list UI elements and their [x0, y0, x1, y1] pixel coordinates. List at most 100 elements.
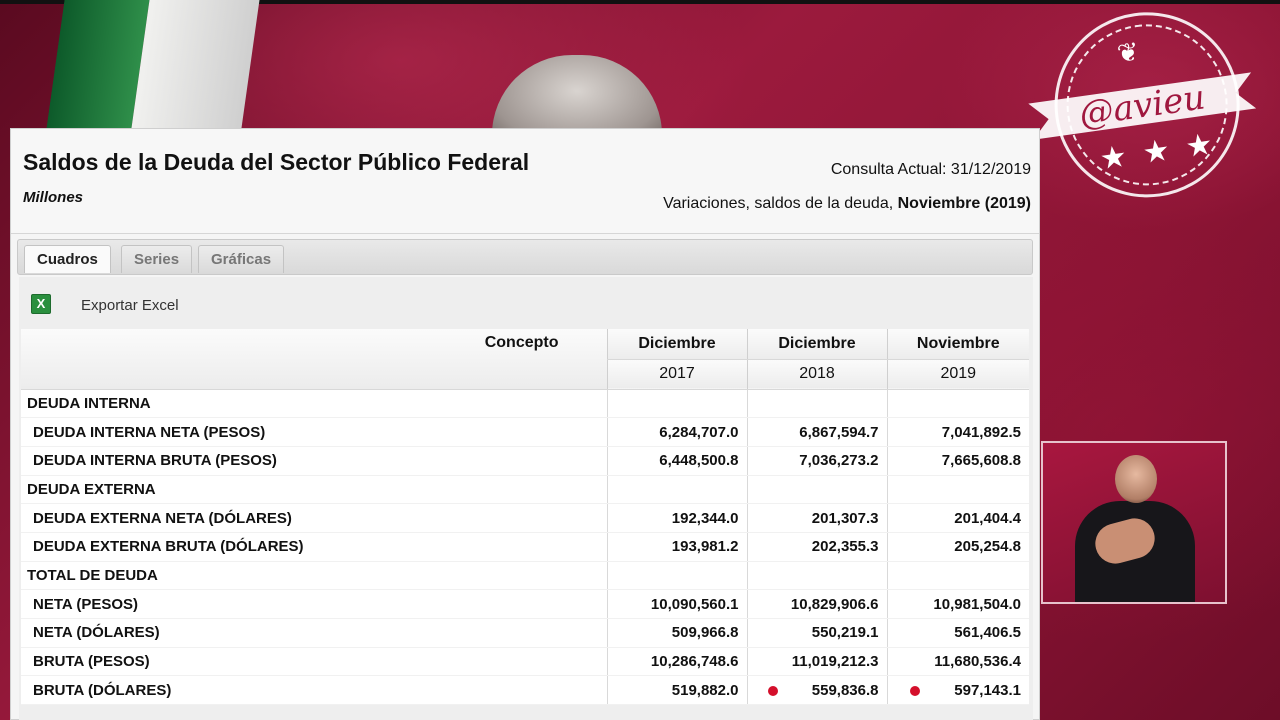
page-title: Saldos de la Deuda del Sector Público Fe…: [23, 149, 530, 175]
cell-text: 597,143.1: [954, 681, 1021, 699]
cell-value: [886, 475, 1029, 505]
toolbar: X Exportar Excel: [19, 277, 1033, 327]
cell-value: 6,867,594.7: [746, 417, 887, 447]
cell-value: 7,036,273.2: [746, 446, 887, 476]
debt-table: Concepto Diciembre Diciembre Noviembre 2…: [21, 329, 1029, 706]
variaciones-period: Noviembre (2019): [897, 195, 1031, 212]
cell-value: 10,286,748.6: [606, 647, 747, 677]
cell-text: 559,836.8: [811, 681, 879, 699]
cell-value: [606, 389, 747, 419]
cell-text: 6,284,707.0: [659, 423, 739, 441]
cell-value: 11,680,536.4: [886, 647, 1029, 677]
content-area: X Exportar Excel Concepto Diciembre Dici…: [19, 277, 1033, 720]
cell-text: 11,019,212.3: [791, 653, 879, 671]
table-header-year-row: 2017 2018 2019: [21, 359, 1029, 390]
table-section-row: DEUDA EXTERNA: [21, 475, 1029, 505]
debt-panel: Saldos de la Deuda del Sector Público Fe…: [10, 128, 1040, 720]
cell-text: 10,981,504.0: [933, 595, 1021, 613]
cell-value: 192,344.0: [606, 503, 747, 533]
panel-header: Saldos de la Deuda del Sector Público Fe…: [11, 129, 1039, 234]
interpreter-head: [1115, 455, 1157, 503]
cell-value: 193,981.2: [606, 532, 747, 562]
cell-value: [606, 561, 747, 591]
consulta-date: Consulta Actual: 31/12/2019: [830, 161, 1031, 178]
tab-cuadros[interactable]: Cuadros: [24, 245, 111, 273]
cell-value: 10,981,504.0: [886, 589, 1029, 619]
cell-value: 10,090,560.1: [606, 589, 747, 619]
red-dot-icon: [767, 685, 778, 696]
table-row: DEUDA INTERNA BRUTA (PESOS) 6,448,500.8 7,…: [21, 446, 1029, 476]
tab-series[interactable]: Series: [121, 245, 193, 273]
row-label: BRUTA (DÓLARES): [21, 675, 607, 706]
cell-value: 6,448,500.8: [606, 446, 747, 476]
cell-value: [746, 561, 887, 591]
tab-bar: Cuadros Series Gráficas: [17, 239, 1033, 275]
cell-text: 550,219.1: [811, 624, 879, 642]
column-header-month: Diciembre: [746, 329, 887, 360]
column-header-year: 2017: [606, 359, 747, 390]
table-row: DEUDA EXTERNA BRUTA (DÓLARES) 193,981.2 20…: [21, 532, 1029, 562]
top-edge: [0, 0, 1280, 4]
star-icon: ★: [1097, 139, 1129, 177]
table-row: BRUTA (DÓLARES) 519,882.0 559,836.8 597,143…: [21, 675, 1029, 706]
excel-icon[interactable]: X: [31, 294, 51, 314]
red-dot-icon: [910, 685, 921, 696]
cell-text: 7,036,273.2: [799, 452, 879, 470]
cell-value: 519,882.0: [606, 675, 747, 706]
row-label: DEUDA EXTERNA: [21, 475, 607, 505]
cell-text: 10,286,748.6: [650, 653, 739, 671]
row-label: DEUDA INTERNA NETA (PESOS): [21, 417, 607, 447]
column-header-year: 2019: [886, 359, 1029, 390]
export-excel-link[interactable]: Exportar Excel: [81, 297, 179, 314]
table-row: DEUDA EXTERNA NETA (DÓLARES) 192,344.0 201…: [21, 503, 1029, 533]
cell-text: 10,090,560.1: [650, 595, 739, 613]
variaciones-prefix: Variaciones, saldos de la deuda,: [663, 195, 898, 212]
cell-value: [746, 389, 887, 419]
cell-value: 550,219.1: [746, 618, 887, 648]
mexican-flag: [45, 0, 280, 135]
cell-value: [606, 475, 747, 505]
cell-value: 201,307.3: [746, 503, 887, 533]
cell-value: 10,829,906.6: [746, 589, 887, 619]
flourish-icon: ❦: [1115, 36, 1141, 69]
row-label: BRUTA (PESOS): [21, 647, 607, 677]
row-label: DEUDA EXTERNA NETA (DÓLARES): [21, 503, 607, 533]
table-header-row: Concepto Diciembre Diciembre Noviembre: [21, 329, 1029, 390]
cell-value: [886, 389, 1029, 419]
cell-text: 201,307.3: [811, 509, 879, 527]
column-header-year: 2018: [746, 359, 887, 390]
cell-text: 561,406.5: [954, 624, 1021, 642]
cell-text: 11,680,536.4: [934, 653, 1021, 671]
table-row: NETA (PESOS) 10,090,560.1 10,829,906.6 10,9…: [21, 589, 1029, 619]
row-label: NETA (PESOS): [21, 589, 607, 619]
cell-text: 205,254.8: [954, 538, 1021, 556]
row-label: DEUDA INTERNA: [21, 389, 607, 419]
cell-text: 519,882.0: [671, 681, 739, 699]
cell-value: 509,966.8: [606, 618, 747, 648]
cell-text: 10,829,906.6: [790, 595, 879, 613]
cell-value: [746, 475, 887, 505]
row-label: NETA (DÓLARES): [21, 618, 607, 648]
cell-text: 509,966.8: [671, 624, 739, 642]
cell-value: 201,404.4: [886, 503, 1029, 533]
cell-text: 192,344.0: [671, 509, 739, 527]
column-header-concepto: Concepto: [21, 329, 607, 390]
table-row: BRUTA (PESOS) 10,286,748.6 11,019,212.3 11,…: [21, 647, 1029, 677]
row-label: TOTAL DE DEUDA: [21, 561, 607, 591]
tab-graficas[interactable]: Gráficas: [198, 245, 285, 273]
column-header-month: Diciembre: [606, 329, 747, 360]
cell-value: 7,665,608.8: [886, 446, 1029, 476]
debt-table-body: DEUDA INTERNA DEUDA INTERNA NETA (PESOS) 6…: [21, 389, 1029, 706]
cell-value: 597,143.1: [886, 675, 1029, 706]
cell-value: 205,254.8: [886, 532, 1029, 562]
table-row: DEUDA INTERNA NETA (PESOS) 6,284,707.0 6,8…: [21, 417, 1029, 447]
units-label: Millones: [23, 189, 84, 206]
table-section-row: DEUDA INTERNA: [21, 389, 1029, 419]
cell-value: [886, 561, 1029, 591]
row-label: DEUDA INTERNA BRUTA (PESOS): [21, 446, 607, 476]
cell-text: 193,981.2: [671, 538, 739, 556]
watermark-stamp: ❦ @avieu ★ ★ ★: [1017, 0, 1268, 223]
star-icon: ★: [1140, 133, 1172, 171]
cell-text: 6,448,500.8: [659, 452, 739, 470]
star-icon: ★: [1183, 127, 1215, 165]
